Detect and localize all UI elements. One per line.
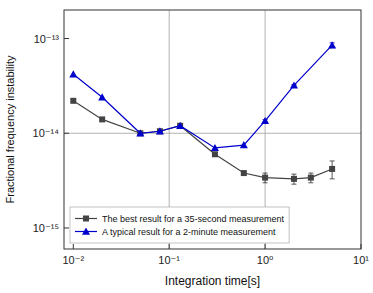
x-tick-label: 10⁰	[257, 254, 274, 266]
y-tick	[64, 133, 69, 134]
x-tick-label: 10⁻¹	[158, 254, 180, 266]
x-tick	[73, 244, 74, 249]
axes: 10⁻² 10⁻¹ 10⁰ 10¹ 10⁻¹⁵ 10⁻¹⁴ 10⁻¹³	[33, 33, 370, 266]
point	[136, 129, 144, 136]
x-tick	[265, 244, 266, 249]
point	[177, 123, 183, 129]
y-tick	[64, 227, 69, 228]
legend-item: A typical result for a 2-minute measurem…	[75, 227, 276, 237]
x-tick-label: 10¹	[353, 254, 369, 266]
series	[70, 98, 335, 184]
point	[69, 70, 77, 77]
y-tick-label: 10⁻¹³	[34, 33, 60, 45]
point	[212, 151, 218, 157]
point	[328, 41, 336, 48]
reference-lines	[64, 10, 361, 249]
point	[98, 93, 106, 100]
point	[291, 176, 297, 182]
point	[156, 127, 164, 134]
reference-line	[64, 133, 361, 134]
x-tick-label: 10⁻²	[62, 254, 84, 266]
y-axis-label: Fractional frequency instability	[4, 55, 16, 203]
point	[70, 98, 76, 104]
legend-label: A typical result for a 2-minute measurem…	[102, 227, 276, 237]
legend-label: The best result for a 35-second measurem…	[102, 214, 285, 224]
x-tick	[361, 244, 362, 249]
error-bar	[330, 161, 335, 179]
plot-frame	[64, 10, 361, 249]
point	[99, 116, 105, 122]
series-line	[73, 45, 332, 148]
point	[262, 175, 268, 181]
point	[241, 170, 247, 176]
y-tick-label: 10⁻¹⁴	[33, 127, 60, 139]
point	[211, 144, 219, 151]
series	[69, 41, 336, 151]
point	[157, 128, 163, 134]
plot-area	[64, 10, 361, 249]
x-tick	[169, 244, 170, 249]
x-axis-label: Integration time[s]	[165, 274, 260, 288]
point	[308, 175, 314, 181]
y-tick	[64, 38, 69, 39]
legend-frame	[70, 207, 289, 243]
point	[240, 141, 248, 148]
point	[329, 166, 335, 172]
legend: The best result for a 35-second measurem…	[70, 207, 289, 243]
point	[176, 122, 184, 129]
data	[69, 41, 336, 184]
error-bar	[308, 173, 313, 183]
error-bar	[291, 174, 296, 184]
chart: 10⁻² 10⁻¹ 10⁰ 10¹ 10⁻¹⁵ 10⁻¹⁴ 10⁻¹³ Integration…	[0, 0, 373, 293]
legend-marker	[83, 216, 89, 222]
point	[261, 117, 269, 124]
legend-marker	[82, 228, 90, 235]
point	[290, 81, 298, 88]
legend-item: The best result for a 35-second measurem…	[75, 214, 285, 224]
error-bar	[263, 173, 268, 183]
y-tick-label: 10⁻¹⁵	[33, 222, 59, 234]
